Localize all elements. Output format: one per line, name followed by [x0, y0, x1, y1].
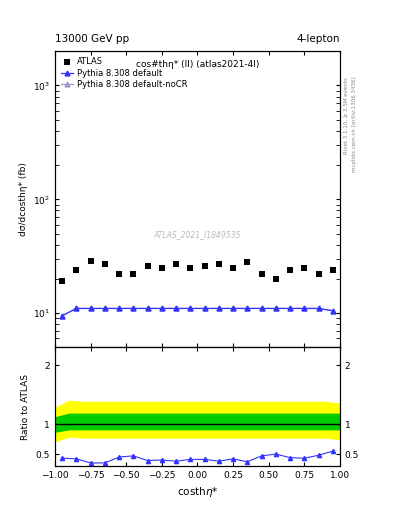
ATLAS: [59, 278, 65, 286]
Pythia 8.308 default-noCR: [160, 305, 164, 311]
Text: ATLAS_2021_I1849535: ATLAS_2021_I1849535: [154, 230, 241, 240]
ATLAS: [287, 266, 293, 274]
Text: cos#thη* (ll) (atlas2021-4l): cos#thη* (ll) (atlas2021-4l): [136, 60, 259, 69]
ATLAS: [88, 257, 94, 265]
ATLAS: [259, 270, 265, 278]
Pythia 8.308 default-noCR: [331, 308, 335, 314]
Pythia 8.308 default: [60, 313, 64, 319]
ATLAS: [316, 270, 322, 278]
Pythia 8.308 default: [316, 305, 321, 311]
Pythia 8.308 default: [188, 305, 193, 311]
Pythia 8.308 default: [88, 305, 93, 311]
Pythia 8.308 default-noCR: [131, 305, 136, 311]
Pythia 8.308 default: [288, 305, 292, 311]
Pythia 8.308 default: [202, 305, 207, 311]
ATLAS: [187, 264, 193, 272]
Pythia 8.308 default: [274, 305, 278, 311]
Pythia 8.308 default-noCR: [145, 305, 150, 311]
Pythia 8.308 default: [217, 305, 221, 311]
ATLAS: [230, 264, 236, 272]
Y-axis label: dσ/dcosthη* (fb): dσ/dcosthη* (fb): [18, 162, 28, 236]
Pythia 8.308 default-noCR: [174, 305, 178, 311]
ATLAS: [159, 264, 165, 272]
Pythia 8.308 default-noCR: [259, 305, 264, 311]
ATLAS: [173, 260, 179, 268]
Pythia 8.308 default-noCR: [88, 305, 93, 311]
Pythia 8.308 default: [117, 305, 121, 311]
Y-axis label: Ratio to ATLAS: Ratio to ATLAS: [21, 374, 30, 440]
ATLAS: [216, 260, 222, 268]
Pythia 8.308 default: [131, 305, 136, 311]
ATLAS: [102, 260, 108, 268]
Text: mcplots.cern.ch [arXiv:1306.3436]: mcplots.cern.ch [arXiv:1306.3436]: [352, 77, 357, 173]
Line: Pythia 8.308 default-noCR: Pythia 8.308 default-noCR: [60, 306, 335, 318]
Pythia 8.308 default-noCR: [74, 305, 79, 311]
Pythia 8.308 default: [145, 305, 150, 311]
ATLAS: [130, 270, 136, 278]
ATLAS: [116, 270, 122, 278]
Pythia 8.308 default: [74, 305, 79, 311]
ATLAS: [145, 262, 151, 270]
Pythia 8.308 default-noCR: [117, 305, 121, 311]
ATLAS: [330, 266, 336, 274]
Pythia 8.308 default: [160, 305, 164, 311]
Legend: ATLAS, Pythia 8.308 default, Pythia 8.308 default-noCR: ATLAS, Pythia 8.308 default, Pythia 8.30…: [59, 55, 189, 91]
Pythia 8.308 default: [103, 305, 107, 311]
Pythia 8.308 default: [174, 305, 178, 311]
ATLAS: [244, 258, 250, 266]
Pythia 8.308 default-noCR: [202, 305, 207, 311]
Pythia 8.308 default: [259, 305, 264, 311]
Pythia 8.308 default-noCR: [316, 305, 321, 311]
Pythia 8.308 default: [231, 305, 235, 311]
Pythia 8.308 default-noCR: [245, 305, 250, 311]
Pythia 8.308 default-noCR: [217, 305, 221, 311]
ATLAS: [73, 266, 79, 274]
Pythia 8.308 default: [302, 305, 307, 311]
Text: Rivet 3.1.10, ≥ 3.5M events: Rivet 3.1.10, ≥ 3.5M events: [344, 77, 349, 154]
Pythia 8.308 default-noCR: [60, 313, 64, 319]
Line: Pythia 8.308 default: Pythia 8.308 default: [60, 306, 335, 318]
Pythia 8.308 default-noCR: [103, 305, 107, 311]
ATLAS: [202, 262, 208, 270]
Pythia 8.308 default-noCR: [288, 305, 292, 311]
Pythia 8.308 default: [245, 305, 250, 311]
Pythia 8.308 default-noCR: [274, 305, 278, 311]
Pythia 8.308 default-noCR: [188, 305, 193, 311]
Pythia 8.308 default-noCR: [231, 305, 235, 311]
X-axis label: costh$\eta$*: costh$\eta$*: [177, 485, 218, 499]
Text: 4-lepton: 4-lepton: [296, 33, 340, 44]
Pythia 8.308 default: [331, 308, 335, 314]
ATLAS: [301, 264, 307, 272]
Text: 13000 GeV pp: 13000 GeV pp: [55, 33, 129, 44]
ATLAS: [273, 275, 279, 283]
Pythia 8.308 default-noCR: [302, 305, 307, 311]
